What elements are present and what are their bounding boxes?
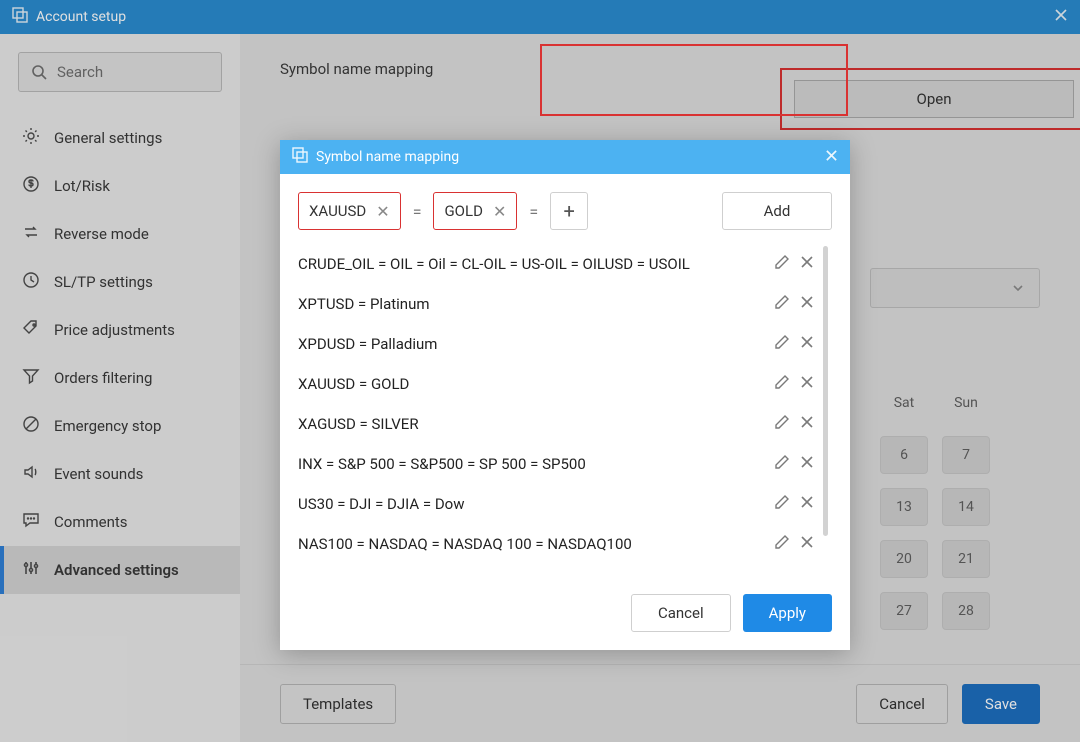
mapping-row: XAUUSD = GOLD (298, 364, 814, 404)
edit-icon[interactable] (774, 254, 790, 274)
mapping-row: INX = S&P 500 = S&P500 = SP 500 = SP500 (298, 444, 814, 484)
symbol-chip[interactable]: XAUUSD ✕ (298, 192, 401, 230)
modal-apply-button[interactable]: Apply (743, 594, 832, 632)
equals-glyph: = (411, 202, 424, 221)
modal-cancel-button[interactable]: Cancel (631, 594, 731, 632)
edit-icon[interactable] (774, 294, 790, 314)
add-mapping-button[interactable]: Add (722, 192, 832, 230)
mapping-text: US30 = DJI = DJIA = Dow (298, 495, 764, 513)
mapping-modal: Symbol name mapping XAUUSD ✕ = GOLD ✕ = + Add C… (280, 140, 850, 650)
equals-glyph: = (527, 202, 540, 221)
mapping-list: CRUDE_OIL = OIL = Oil = CL-OIL = US-OIL … (298, 244, 832, 564)
edit-icon[interactable] (774, 534, 790, 554)
edit-icon[interactable] (774, 494, 790, 514)
mapping-row: US30 = DJI = DJIA = Dow (298, 484, 814, 524)
delete-icon[interactable] (800, 415, 814, 433)
delete-icon[interactable] (800, 455, 814, 473)
edit-icon[interactable] (774, 374, 790, 394)
modal-title: Symbol name mapping (316, 149, 459, 165)
mapping-text: XAGUSD = SILVER (298, 415, 764, 433)
mapping-row: NAS100 = NASDAQ = NASDAQ 100 = NASDAQ100 (298, 524, 814, 564)
chip-remove-icon[interactable]: ✕ (493, 202, 506, 221)
modal-close-icon[interactable] (825, 149, 838, 166)
mapping-text: INX = S&P 500 = S&P500 = SP 500 = SP500 (298, 455, 764, 473)
delete-icon[interactable] (800, 375, 814, 393)
chip-remove-icon[interactable]: ✕ (376, 202, 389, 221)
modal-apply-label: Apply (769, 604, 806, 622)
delete-icon[interactable] (800, 535, 814, 553)
mapping-text: NAS100 = NASDAQ = NASDAQ 100 = NASDAQ100 (298, 535, 764, 553)
mapping-text: XPDUSD = Palladium (298, 335, 764, 353)
modal-titlebar: Symbol name mapping (280, 140, 850, 174)
mapping-row: CRUDE_OIL = OIL = Oil = CL-OIL = US-OIL … (298, 244, 814, 284)
modal-cancel-label: Cancel (658, 604, 704, 622)
mapping-text: CRUDE_OIL = OIL = Oil = CL-OIL = US-OIL … (298, 255, 764, 273)
delete-icon[interactable] (800, 295, 814, 313)
delete-icon[interactable] (800, 255, 814, 273)
mapping-row: XAGUSD = SILVER (298, 404, 814, 444)
delete-icon[interactable] (800, 335, 814, 353)
edit-icon[interactable] (774, 454, 790, 474)
edit-icon[interactable] (774, 414, 790, 434)
mapping-text: XAUUSD = GOLD (298, 375, 764, 393)
delete-icon[interactable] (800, 495, 814, 513)
mapping-row: XPTUSD = Platinum (298, 284, 814, 324)
mapping-row: XPDUSD = Palladium (298, 324, 814, 364)
add-symbol-button[interactable]: + (550, 192, 588, 230)
chip-row: XAUUSD ✕ = GOLD ✕ = + Add (298, 192, 832, 230)
chip-label: XAUUSD (309, 202, 366, 220)
edit-icon[interactable] (774, 334, 790, 354)
modal-app-icon (292, 147, 308, 167)
symbol-chip[interactable]: GOLD ✕ (433, 192, 517, 230)
mapping-text: XPTUSD = Platinum (298, 295, 764, 313)
chip-label: GOLD (444, 202, 482, 220)
